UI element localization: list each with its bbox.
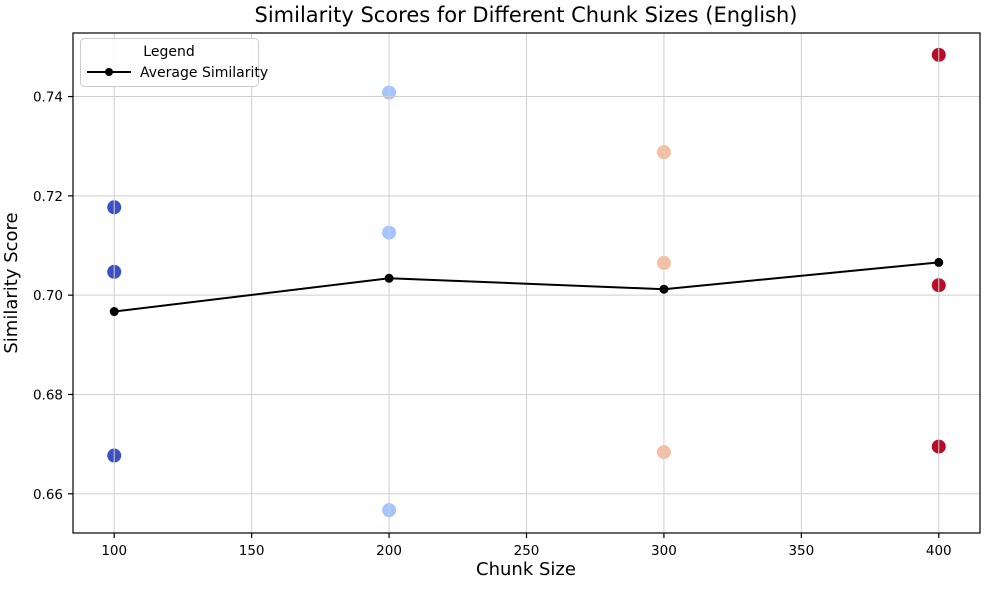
y-tick-label: 0.70 [33,288,63,304]
legend-title: Legend [143,44,194,60]
legend-box [80,38,259,87]
x-axis-label: Chunk Size [476,559,576,580]
average-line-layer [109,257,944,317]
y-tick-label: 0.72 [33,189,63,205]
x-tick-label: 250 [514,543,540,559]
y-tick-label: 0.68 [33,387,63,403]
y-tick-label: 0.66 [33,487,63,503]
x-tick-label: 200 [376,543,402,559]
average-point-marker [934,257,944,267]
x-tick-label: 100 [101,543,127,559]
average-similarity-line [114,261,939,313]
y-axis-label: Similarity Score [1,212,22,353]
legend: Legend Average Similarity [80,38,268,87]
y-tick-label: 0.74 [33,90,63,106]
x-tick-label: 350 [788,543,814,559]
average-point-marker [384,273,394,283]
chart-title: Similarity Scores for Different Chunk Si… [254,3,797,27]
x-tick-label: 300 [651,543,677,559]
grid-layer [73,33,980,533]
average-point-marker [659,284,669,294]
x-tick-label: 400 [926,543,952,559]
x-tick-label: 150 [239,543,265,559]
tick-layer: 100 150 200 250 300 350 400 0.66 0.68 0.70 0.72 0.7… [33,90,952,559]
legend-entry-average-similarity: Average Similarity [140,65,268,81]
average-point-marker [109,307,119,317]
legend-dot-marker-icon [105,68,113,76]
